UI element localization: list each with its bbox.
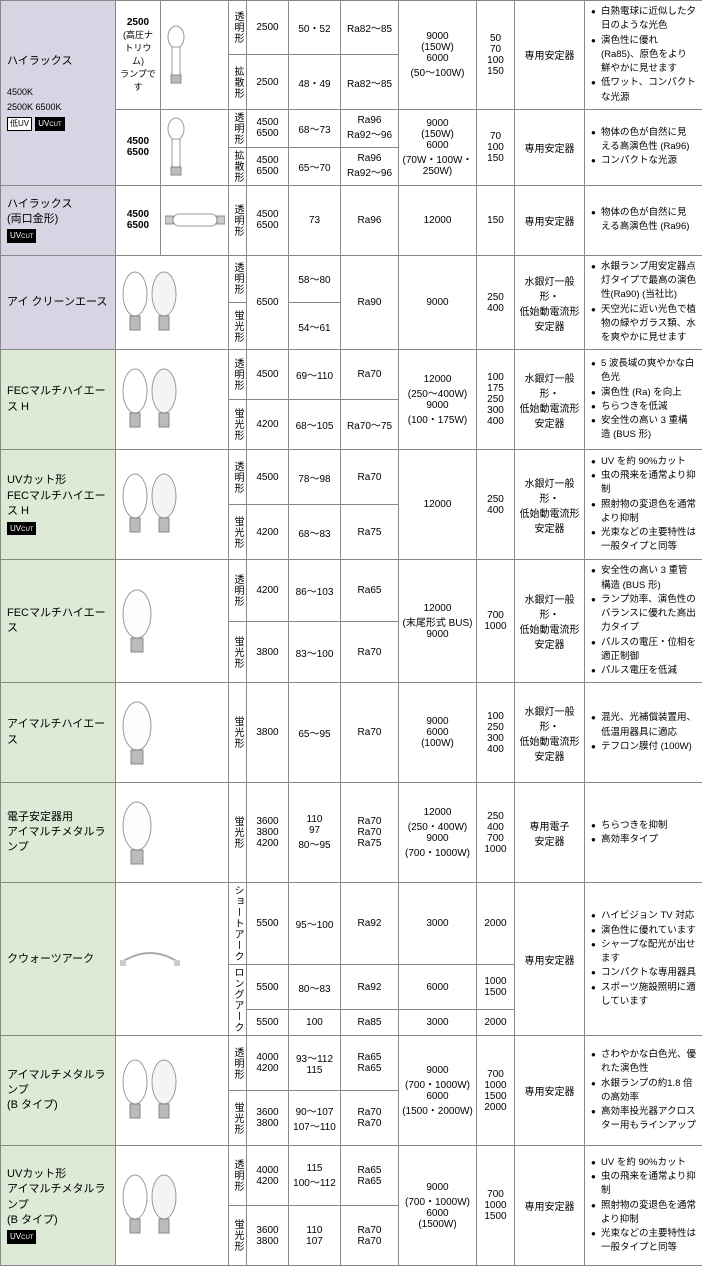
type-label: 透明形 bbox=[229, 350, 247, 400]
product-name: FECマルチハイエース bbox=[1, 560, 116, 683]
type-label: 透明形 bbox=[229, 185, 247, 255]
product-name: アイマルチメタルランプ(B タイプ) bbox=[1, 1036, 116, 1146]
type-label: ショートアーク bbox=[229, 883, 247, 965]
type-label: 透明形 bbox=[229, 560, 247, 622]
product-name: ハイラックス4500K2500K 6500K低UV UVCUT bbox=[1, 1, 116, 186]
type-label: 透明形 bbox=[229, 1, 247, 55]
ballast: 専用安定器 bbox=[515, 1, 585, 110]
bulb-image bbox=[116, 783, 229, 883]
bulb-image bbox=[116, 450, 229, 560]
bulb-image bbox=[116, 560, 229, 683]
type-label: 蛍光形 bbox=[229, 621, 247, 683]
bulb-image bbox=[116, 1036, 229, 1146]
product-name: FECマルチハイエース H bbox=[1, 350, 116, 450]
bulb-image bbox=[161, 1, 229, 110]
bulb-image bbox=[116, 255, 229, 350]
type-label: 蛍光形 bbox=[229, 505, 247, 560]
product-name: ハイラックス(両口金形)UVCUT bbox=[1, 185, 116, 255]
product-name: クウォーツアーク bbox=[1, 883, 116, 1036]
bulb-image bbox=[116, 1146, 229, 1266]
sub-label: 45006500 bbox=[116, 109, 161, 185]
type-label: 透明形 bbox=[229, 109, 247, 147]
life: 9000(150W)6000(50～100W) bbox=[399, 1, 477, 110]
bulb-image bbox=[116, 883, 229, 1036]
notes: 白熱電球に近似した夕日のような光色演色性に優れ(Ra85)、原色をより鮮やかに見… bbox=[585, 1, 702, 110]
bulb-image bbox=[161, 109, 229, 185]
type-label: 蛍光形 bbox=[229, 683, 247, 783]
bulb-image bbox=[116, 683, 229, 783]
type-label: 蛍光形 bbox=[229, 1091, 247, 1146]
type-label: 透明形 bbox=[229, 1036, 247, 1091]
product-name: アイ クリーンエース bbox=[1, 255, 116, 350]
watt: 5070100150 bbox=[477, 1, 515, 110]
type-label: 蛍光形 bbox=[229, 400, 247, 450]
type-label: 蛍光形 bbox=[229, 783, 247, 883]
notes: 物体の色が自然に見える高演色性 (Ra96) bbox=[585, 185, 702, 255]
type-label: 透明形 bbox=[229, 255, 247, 302]
efficacy: 50・52 bbox=[289, 1, 341, 55]
product-name: UVカット形アイマルチメタルランプ(B タイプ)UVCUT bbox=[1, 1146, 116, 1266]
ra: Ra82～85 bbox=[341, 1, 399, 55]
type-label: 蛍光形 bbox=[229, 303, 247, 350]
product-name: UVカット形FECマルチハイエース HUVCUT bbox=[1, 450, 116, 560]
kelvin: 2500 bbox=[247, 1, 289, 55]
product-name: アイマルチハイエース bbox=[1, 683, 116, 783]
bulb-image bbox=[116, 350, 229, 450]
type-label: 拡散形 bbox=[229, 147, 247, 185]
type-label: 透明形 bbox=[229, 450, 247, 505]
type-label: 透明形 bbox=[229, 1146, 247, 1206]
sub-label: 2500(高圧ナトリウム)ランプです bbox=[116, 1, 161, 110]
lamp-spec-table: ハイラックス4500K2500K 6500K低UV UVCUT2500(高圧ナト… bbox=[0, 0, 702, 1266]
type-label: 蛍光形 bbox=[229, 1206, 247, 1266]
type-label: 拡散形 bbox=[229, 55, 247, 109]
product-name: 電子安定器用アイマルチメタルランプ bbox=[1, 783, 116, 883]
